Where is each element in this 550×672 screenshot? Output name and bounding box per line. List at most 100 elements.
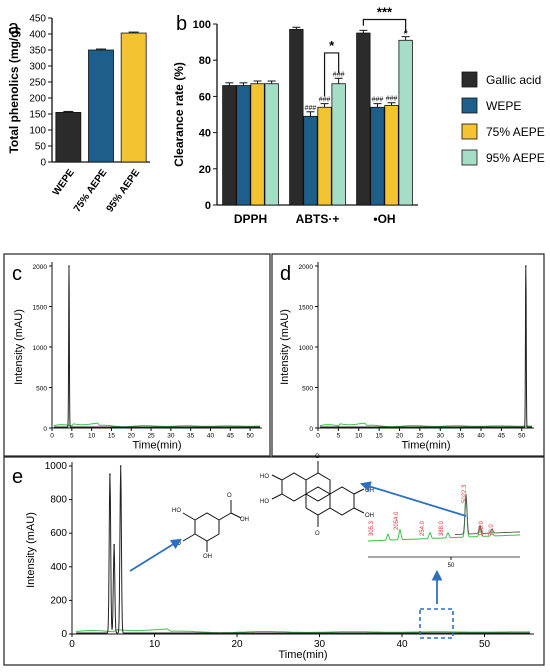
bar bbox=[88, 49, 114, 163]
x-tick-label: 40 bbox=[477, 433, 485, 440]
y-tick-label: 1000 bbox=[45, 461, 68, 472]
x-tick-label: 0 bbox=[69, 639, 75, 650]
bar bbox=[398, 39, 413, 206]
y-tick-label: 200 bbox=[29, 94, 46, 105]
baseline-trace bbox=[319, 422, 533, 428]
legend-label: 75% AEPE bbox=[486, 125, 545, 139]
significance-bracket bbox=[362, 18, 407, 34]
panel-d-frame bbox=[271, 253, 545, 457]
y-tick-label: 300 bbox=[29, 62, 46, 73]
legend-swatch bbox=[461, 123, 478, 140]
svg-text:HO: HO bbox=[260, 499, 269, 505]
bar bbox=[303, 115, 318, 206]
y-axis-title: Intensity (mAU) bbox=[13, 309, 25, 385]
y-axis-title: Total phenolics (mg/g) bbox=[7, 26, 21, 153]
legend-swatch bbox=[461, 71, 478, 88]
x-tick-label: 10 bbox=[88, 433, 96, 440]
bar bbox=[356, 32, 371, 206]
y-tick-label: 1500 bbox=[299, 305, 314, 312]
x-tick-label: 5 bbox=[337, 433, 341, 440]
inset-peak-label: 254.0 bbox=[420, 520, 426, 536]
y-tick-label: 0 bbox=[43, 426, 47, 433]
ellagic-acid-structure-icon bbox=[271, 461, 365, 527]
baseline-trace bbox=[76, 628, 530, 634]
inset-x-tick-label: 50 bbox=[448, 563, 455, 569]
x-tick-label: 95% AEPE bbox=[105, 167, 143, 214]
y-tick-label: 350 bbox=[29, 46, 46, 57]
x-tick-label: •OH bbox=[373, 212, 395, 226]
y-tick-label: 100 bbox=[193, 19, 211, 31]
bar bbox=[384, 105, 399, 206]
significance-mark: ### bbox=[386, 96, 398, 103]
y-tick-label: 40 bbox=[199, 128, 211, 140]
y-tick-label: 50 bbox=[35, 142, 47, 153]
y-axis-title: Clearance rate (%) bbox=[172, 62, 186, 167]
chromatogram-trace bbox=[76, 465, 530, 634]
inset-peak-label: 388.0 bbox=[439, 520, 445, 536]
panel-label-c: c bbox=[12, 263, 22, 285]
x-tick-label: 20 bbox=[128, 433, 136, 440]
x-axis-title: Time(min) bbox=[132, 440, 181, 452]
x-tick-label: DPPH bbox=[234, 212, 267, 226]
legend-label: Gallic acid bbox=[486, 73, 541, 87]
panel-c-chromatogram: 0 500 1000 1500 2000 0 5 10 15 20 25 30 35 40 45 50 Time… bbox=[13, 262, 262, 452]
y-tick-label: 0 bbox=[40, 158, 46, 169]
gallic-acid-structure-icon bbox=[182, 500, 242, 552]
x-tick-label: 35 bbox=[187, 433, 195, 440]
y-tick-label: 800 bbox=[50, 495, 67, 506]
ellagic-acid-arrow-icon bbox=[359, 481, 467, 517]
y-axis-title: Intensity (mAU) bbox=[25, 512, 37, 588]
bar bbox=[331, 83, 346, 206]
significance-mark: ### bbox=[319, 97, 331, 104]
inset-black-trace bbox=[455, 494, 520, 535]
x-tick-label: 40 bbox=[207, 433, 215, 440]
x-tick-label: 50 bbox=[479, 639, 491, 650]
peak-apex bbox=[109, 473, 111, 476]
y-tick-label: 1000 bbox=[33, 345, 48, 352]
x-tick-label: 0 bbox=[316, 433, 320, 440]
x-tick-label: 15 bbox=[108, 433, 116, 440]
y-tick-label: 100 bbox=[29, 126, 46, 137]
y-tick-label: 2000 bbox=[33, 264, 48, 271]
significance-mark: ### bbox=[333, 71, 345, 78]
significance-label: *** bbox=[377, 4, 393, 19]
x-tick-label: 5 bbox=[70, 433, 74, 440]
y-tick-label: 450 bbox=[29, 14, 46, 25]
x-tick-label: 10 bbox=[149, 639, 161, 650]
panel-e-chromatogram: 0 200 400 600 800 1000 0 10 20 30 40 50 Time(min) Int… bbox=[25, 461, 534, 661]
peak-apex bbox=[113, 544, 115, 546]
x-tick-label: 25 bbox=[147, 433, 155, 440]
svg-text:OH: OH bbox=[240, 517, 249, 523]
x-tick-label: 45 bbox=[227, 433, 235, 440]
peak-apex bbox=[525, 265, 527, 267]
svg-text:O: O bbox=[315, 454, 320, 460]
y-tick-label: 500 bbox=[302, 386, 313, 393]
y-tick-label: 500 bbox=[36, 386, 47, 393]
y-tick-label: 400 bbox=[29, 30, 46, 41]
bar bbox=[55, 112, 82, 163]
bar bbox=[370, 106, 385, 206]
legend-label: 95% AEPE bbox=[486, 151, 545, 165]
y-tick-label: 200 bbox=[50, 595, 67, 606]
x-tick-label: 40 bbox=[396, 639, 408, 650]
x-tick-label: 15 bbox=[376, 433, 384, 440]
x-tick-label: 30 bbox=[167, 433, 175, 440]
x-tick-label: 30 bbox=[437, 433, 445, 440]
x-tick-label: 25 bbox=[416, 433, 424, 440]
chromatogram-trace bbox=[320, 265, 532, 428]
svg-text:OH: OH bbox=[365, 513, 374, 519]
x-tick-label: WEPE bbox=[51, 167, 77, 198]
svg-text:HO: HO bbox=[172, 508, 181, 514]
x-tick-label: 50 bbox=[518, 433, 526, 440]
bar bbox=[222, 85, 237, 206]
y-tick-label: 0 bbox=[309, 426, 313, 433]
x-tick-label: 10 bbox=[355, 433, 363, 440]
peak-apex bbox=[119, 465, 122, 467]
significance-mark: ### bbox=[305, 105, 317, 112]
y-tick-label: 1000 bbox=[299, 345, 314, 352]
chromatogram-trace bbox=[54, 265, 260, 428]
legend-label: WEPE bbox=[486, 99, 521, 113]
